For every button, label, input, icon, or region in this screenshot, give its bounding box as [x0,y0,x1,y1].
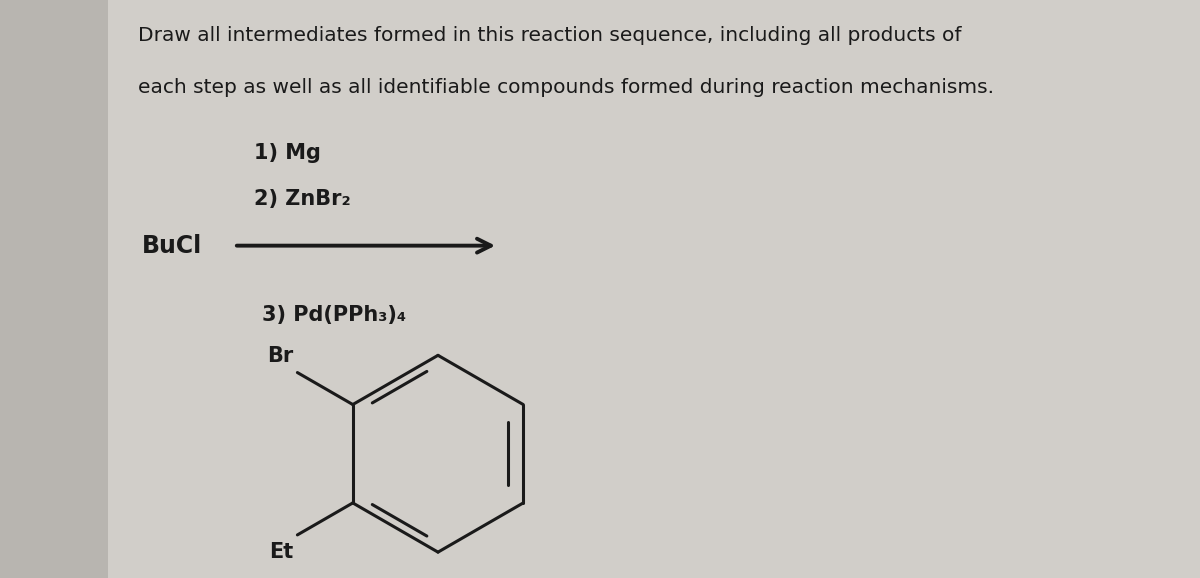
Text: 2) ZnBr₂: 2) ZnBr₂ [254,190,352,209]
Text: 3) Pd(PPh₃)₄: 3) Pd(PPh₃)₄ [262,305,406,325]
Text: 1) Mg: 1) Mg [254,143,322,163]
Text: Draw all intermediates formed in this reaction sequence, including all products : Draw all intermediates formed in this re… [138,26,961,45]
Text: Br: Br [268,346,294,366]
Text: Et: Et [270,542,294,562]
Bar [0,0,108,578]
Text: BuCl: BuCl [142,234,202,258]
Text: each step as well as all identifiable compounds formed during reaction mechanism: each step as well as all identifiable co… [138,78,994,97]
